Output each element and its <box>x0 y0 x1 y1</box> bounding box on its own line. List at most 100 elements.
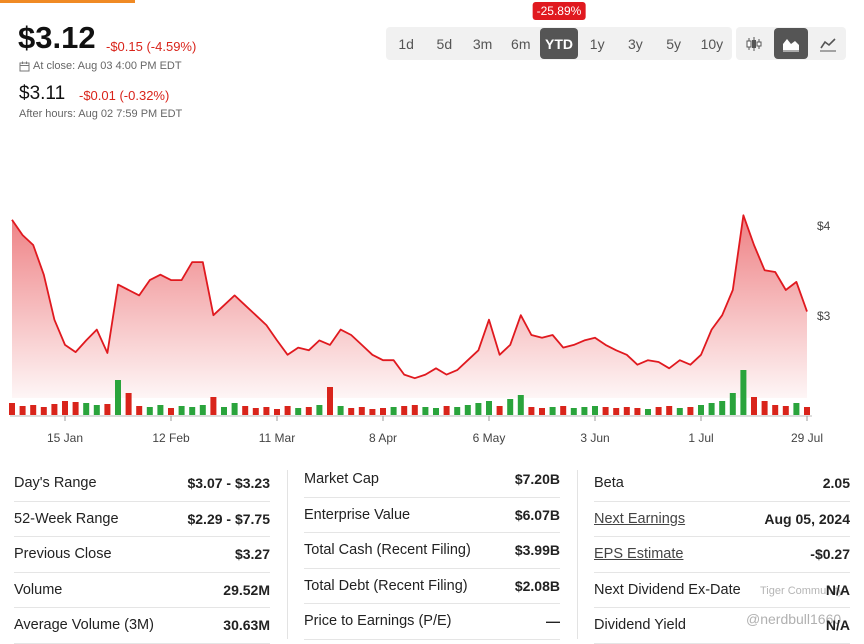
stat-label[interactable]: EPS Estimate <box>594 546 684 563</box>
stat-value: $3.99B <box>514 542 560 559</box>
volume-bar <box>168 408 174 415</box>
volume-bar <box>613 408 620 415</box>
stat-row: Beta 2.05 <box>594 466 850 502</box>
volume-bar <box>51 404 58 415</box>
volume-bar <box>602 407 609 415</box>
stat-row: Average Volume (3M) 30.63M <box>14 608 270 644</box>
range-button[interactable]: 10y <box>700 35 724 52</box>
stat-value: $6.07B <box>514 506 560 523</box>
candlestick-button[interactable] <box>737 28 772 59</box>
range-button[interactable]: 1d <box>398 35 414 52</box>
line-button[interactable] <box>810 28 845 59</box>
volume-bar <box>115 380 121 415</box>
stat-row: 52-Week Range $2.29 - $7.75 <box>14 502 270 537</box>
volume-bar <box>634 408 641 415</box>
stat-label: Average Volume (3M) <box>14 617 154 634</box>
x-tick-label: 15 Jan <box>47 431 83 445</box>
volume-bar <box>189 407 196 415</box>
stat-value: -$0.27 <box>810 546 850 563</box>
range-change-badge: -25.89% <box>532 2 586 20</box>
stat-value: $2.29 - $7.75 <box>187 510 270 527</box>
range-button[interactable]: 5y <box>666 35 682 52</box>
volume-bar <box>337 406 344 415</box>
stat-label: Total Debt (Recent Filing) <box>304 577 468 594</box>
volume-bar <box>178 406 185 415</box>
stat-label: Volume <box>14 581 63 598</box>
y-tick-label: $4 <box>817 219 831 233</box>
volume-bar <box>390 407 397 415</box>
x-tick-label: 3 Jun <box>580 431 609 445</box>
volume-bar <box>740 370 747 415</box>
volume-bar <box>305 407 312 415</box>
volume-bar <box>761 401 768 415</box>
volume-bar <box>751 397 757 415</box>
volume-bar <box>528 407 535 415</box>
volume-bar <box>592 406 598 415</box>
stat-row: Next Dividend Ex-Date N/A <box>594 573 850 608</box>
x-tick-label: 8 Apr <box>369 431 397 445</box>
stats-column: Market Cap $7.20B Enterprise Value $6.07B To… <box>304 462 560 640</box>
stat-label: 52-Week Range <box>14 510 119 527</box>
volume-bar <box>316 405 323 415</box>
volume-bar <box>136 406 143 415</box>
volume-bar <box>62 401 68 415</box>
volume-bar <box>210 397 217 415</box>
volume-bar <box>83 403 90 415</box>
volume-bar <box>676 408 683 415</box>
volume-bar <box>411 405 418 415</box>
volume-bar <box>284 406 291 415</box>
range-button[interactable]: 5d <box>436 35 453 52</box>
volume-bar <box>252 408 259 415</box>
area-button[interactable] <box>773 28 809 59</box>
range-button[interactable]: 1y <box>589 35 605 52</box>
volume-bar <box>539 408 545 415</box>
volume-bar <box>30 405 37 415</box>
x-tick-label: 1 Jul <box>688 431 713 445</box>
tab-indicator <box>0 0 135 3</box>
area <box>12 215 807 398</box>
close-time: At close: Aug 03 4:00 PM EDT <box>33 60 182 72</box>
volume-bar <box>146 407 153 415</box>
after-hours-change: -$0.01 (-0.32%) <box>79 88 170 103</box>
volume-bar <box>666 406 673 415</box>
stat-row: Price to Earnings (P/E) — <box>304 604 560 640</box>
stat-value: $3.07 - $3.23 <box>187 475 270 492</box>
price-chart: 15 Jan 12 Feb 11 Mar 8 Apr 6 May 3 Jun 1 Jul 29… <box>9 214 831 445</box>
volume-bar <box>295 408 302 415</box>
stat-label[interactable]: Next Earnings <box>594 510 686 527</box>
volume-bar <box>40 407 47 415</box>
range-button[interactable]: 3y <box>628 35 643 52</box>
volume-bar <box>401 406 408 415</box>
column-divider <box>577 470 578 639</box>
range-button[interactable]: 6m <box>511 35 531 52</box>
range-button[interactable]: YTD -25.89% <box>532 2 586 59</box>
volume-bar <box>221 407 227 415</box>
volume-bar <box>93 405 100 415</box>
stat-value: 29.52M <box>223 581 270 598</box>
volume-bar <box>348 408 355 415</box>
stat-label: Total Cash (Recent Filing) <box>304 542 471 559</box>
volume-bar <box>433 408 439 415</box>
volume-bar <box>698 405 704 415</box>
stat-row: Total Cash (Recent Filing) $3.99B <box>304 533 560 569</box>
stat-value: N/A <box>825 581 850 598</box>
stat-value: N/A <box>825 617 850 634</box>
volume-bar <box>104 404 111 415</box>
close-time-row: At close: Aug 03 4:00 PM EDT <box>19 60 182 72</box>
range-button[interactable]: 3m <box>472 35 493 52</box>
volume-bar <box>380 408 386 415</box>
stats-column: Beta 2.05 Next Earnings Aug 05, 2024 EPS Est… <box>594 466 850 644</box>
price-line <box>11 214 808 380</box>
stat-value: 30.63M <box>223 617 270 634</box>
after-hours-price: $3.11 <box>19 83 66 104</box>
volume-bar <box>655 407 662 415</box>
volume-bar <box>199 405 206 415</box>
watermark: @nerdbull1660 <box>746 611 842 627</box>
stat-value: Aug 05, 2024 <box>764 510 850 527</box>
volume-bar <box>464 405 471 415</box>
stats-column: Day's Range $3.07 - $3.23 52-Week Range $2.… <box>14 466 270 644</box>
volume-bar <box>496 406 503 415</box>
volume-bar <box>9 403 15 415</box>
volume-bar <box>581 407 588 415</box>
